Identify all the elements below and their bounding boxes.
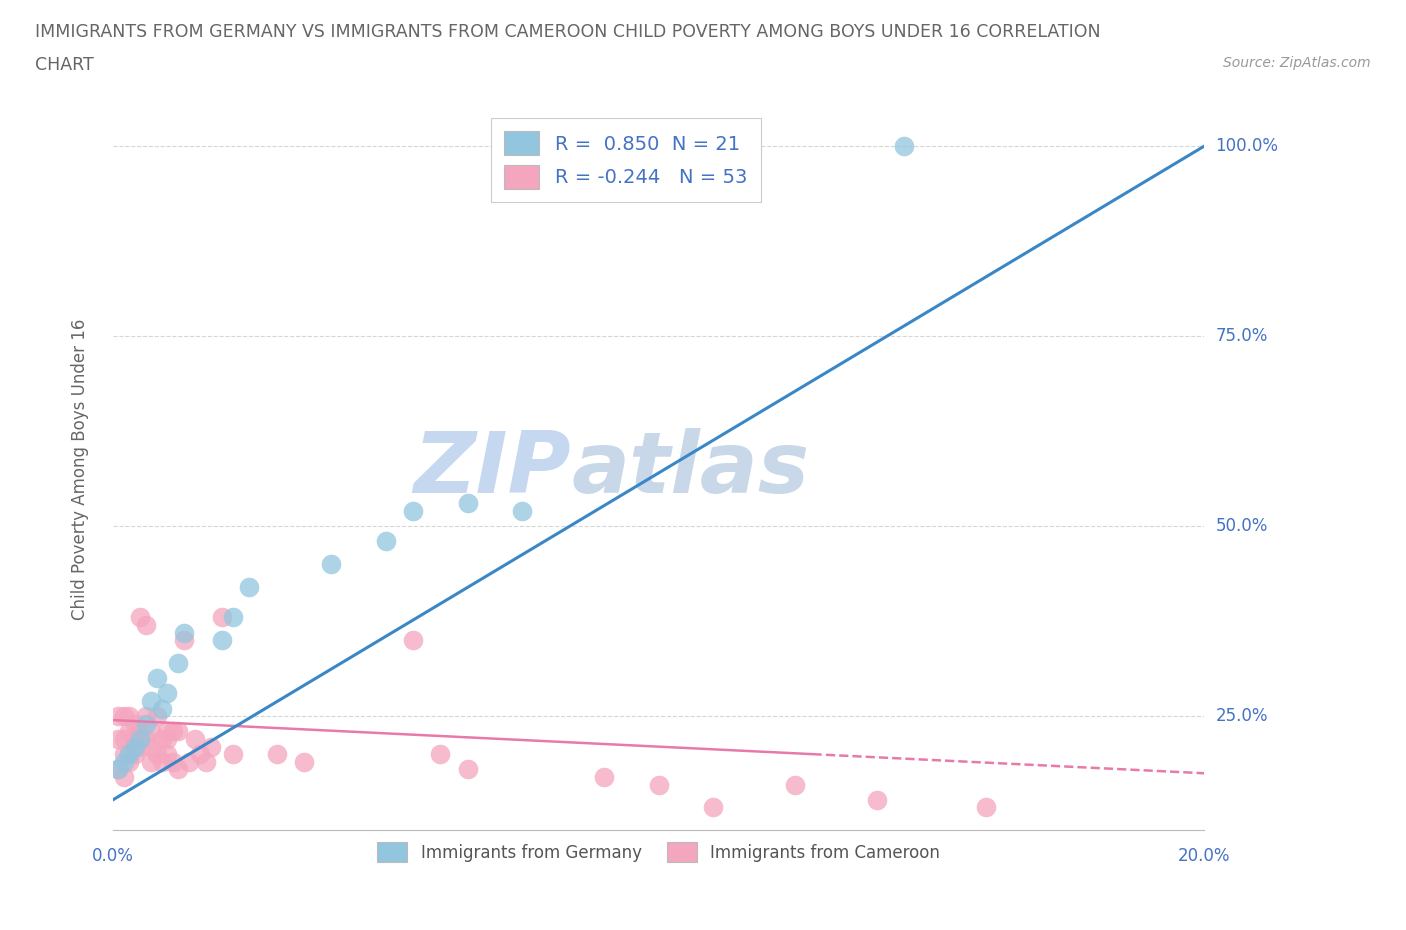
Point [118, 724, 141, 739]
Point [162, 754, 184, 769]
Point [139, 694, 162, 709]
Point [124, 747, 146, 762]
Point [211, 632, 233, 647]
Point [112, 747, 135, 762]
Point [107, 709, 129, 724]
Point [112, 770, 135, 785]
Point [200, 739, 222, 754]
Point [124, 716, 146, 731]
Point [139, 754, 162, 769]
Text: IMMIGRANTS FROM GERMANY VS IMMIGRANTS FROM CAMEROON CHILD POVERTY AMONG BOYS UND: IMMIGRANTS FROM GERMANY VS IMMIGRANTS FR… [35, 23, 1101, 41]
Text: 0.0%: 0.0% [91, 847, 134, 865]
Point [107, 762, 129, 777]
Text: 25.0%: 25.0% [1216, 707, 1268, 725]
Text: Source: ZipAtlas.com: Source: ZipAtlas.com [1223, 56, 1371, 70]
Text: 50.0%: 50.0% [1216, 517, 1268, 535]
Point [893, 139, 915, 153]
Point [124, 739, 146, 754]
Y-axis label: Child Poverty Among Boys Under 16: Child Poverty Among Boys Under 16 [72, 318, 89, 619]
Point [183, 732, 205, 747]
Point [129, 732, 152, 747]
Point [112, 754, 135, 769]
Point [118, 754, 141, 769]
Text: CHART: CHART [35, 56, 94, 73]
Point [593, 770, 616, 785]
Point [139, 724, 162, 739]
Point [118, 709, 141, 724]
Point [107, 762, 129, 777]
Text: atlas: atlas [571, 428, 810, 511]
Point [188, 747, 211, 762]
Point [457, 496, 479, 511]
Point [292, 754, 315, 769]
Point [173, 625, 195, 640]
Point [124, 732, 146, 747]
Text: 20.0%: 20.0% [1178, 847, 1230, 865]
Point [238, 579, 260, 594]
Point [129, 610, 152, 625]
Point [974, 800, 997, 815]
Point [112, 709, 135, 724]
Point [702, 800, 724, 815]
Point [321, 557, 343, 572]
Point [107, 732, 129, 747]
Point [135, 732, 157, 747]
Point [173, 632, 195, 647]
Point [129, 724, 152, 739]
Text: 75.0%: 75.0% [1216, 327, 1268, 345]
Point [162, 724, 184, 739]
Point [118, 747, 141, 762]
Point [118, 747, 141, 762]
Point [647, 777, 669, 792]
Point [145, 709, 167, 724]
Point [222, 610, 245, 625]
Point [167, 656, 190, 671]
Point [179, 754, 201, 769]
Point [135, 716, 157, 731]
Point [150, 732, 173, 747]
Point [145, 671, 167, 685]
Point [194, 754, 217, 769]
Point [150, 701, 173, 716]
Point [783, 777, 806, 792]
Text: 100.0%: 100.0% [1216, 137, 1278, 155]
Point [156, 686, 179, 701]
Text: ZIP: ZIP [413, 428, 571, 511]
Point [211, 610, 233, 625]
Point [510, 503, 533, 518]
Point [167, 724, 190, 739]
Point [167, 762, 190, 777]
Point [156, 732, 179, 747]
Point [374, 534, 396, 549]
Point [402, 632, 425, 647]
Point [266, 747, 288, 762]
Point [866, 792, 889, 807]
Point [145, 747, 167, 762]
Point [457, 762, 479, 777]
Point [156, 724, 179, 739]
Point [135, 709, 157, 724]
Point [112, 732, 135, 747]
Point [156, 747, 179, 762]
Point [222, 747, 245, 762]
Point [139, 739, 162, 754]
Point [402, 503, 425, 518]
Point [429, 747, 451, 762]
Point [150, 754, 173, 769]
Point [129, 739, 152, 754]
Legend: Immigrants from Germany, Immigrants from Cameroon: Immigrants from Germany, Immigrants from… [371, 835, 946, 869]
Point [135, 618, 157, 632]
